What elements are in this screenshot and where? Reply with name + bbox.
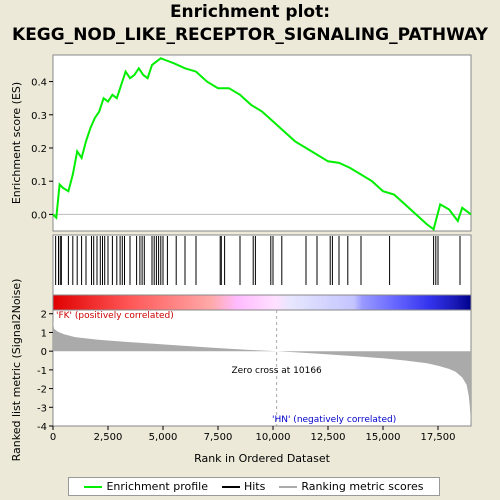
legend-label-enrichment: Enrichment profile [106,480,208,493]
hits-panel-frame [52,234,472,296]
ranking-metric-area [53,321,471,425]
x-tick-label: 15,000 [366,432,401,443]
es-tick-label: 0.1 [31,177,47,188]
zero-cross-label: Zero cross at 10166 [231,366,322,376]
x-tick-label: 2,500 [94,432,123,443]
legend-swatch-ranking [279,485,298,488]
es-axis-label: Enrichment score (ES) [10,82,23,204]
metric-tick-label: -1 [37,366,47,377]
x-tick-label: 0 [50,432,56,443]
metric-tick-label: 1 [41,328,47,339]
legend: Enrichment profile Hits Ranking metric s… [68,477,440,496]
metric-tick-label: -2 [37,385,47,396]
enrichment-chart: 0.0 0.1 0.2 0.3 0.4 2 1 0 -1 -2 -3 -4 0 2,500 5,000 7… [10,54,472,465]
x-tick-label: 7,500 [204,432,233,443]
metric-tick-label: -4 [37,422,47,433]
metric-tick-label: -3 [37,403,47,414]
legend-label-ranking: Ranking metric scores [301,480,424,493]
enrichment-profile-line [52,57,472,231]
chart-title-line2: KEGG_NOD_LIKE_RECEPTOR_SIGNALING_PATHWAY [12,25,488,45]
x-tick-label: 10,000 [256,432,291,443]
x-tick-label: 5,000 [149,432,178,443]
es-tick-label: 0.4 [31,78,47,89]
x-tick-label: 17,500 [421,432,456,443]
positive-correlation-label: 'FK' (positively correlated) [56,311,174,321]
es-tick-label: 0.2 [31,144,47,155]
legend-label-hits: Hits [243,480,266,493]
legend-item-hits: Hits [221,480,266,493]
x-axis-label: Rank in Ordered Dataset [194,452,331,465]
es-tick-label: 0.0 [31,210,47,221]
metric-tick-label: 0 [41,347,47,358]
metric-panel-frame [52,309,472,427]
negative-correlation-label: 'HN' (negatively correlated) [272,415,396,425]
legend-item-ranking: Ranking metric scores [279,480,424,493]
legend-item-enrichment: Enrichment profile [84,480,208,493]
es-tick-label: 0.3 [31,111,47,122]
es-panel-frame [52,54,472,232]
legend-swatch-enrichment [84,485,103,488]
metric-axis-label: Ranked list metric (Signal2Noise) [10,279,23,462]
metric-tick-label: 2 [41,310,47,321]
x-tick-label: 12,500 [311,432,346,443]
legend-swatch-hits [221,485,240,488]
rank-color-bar [52,294,472,311]
chart-title-line1: Enrichment plot: [169,2,331,22]
